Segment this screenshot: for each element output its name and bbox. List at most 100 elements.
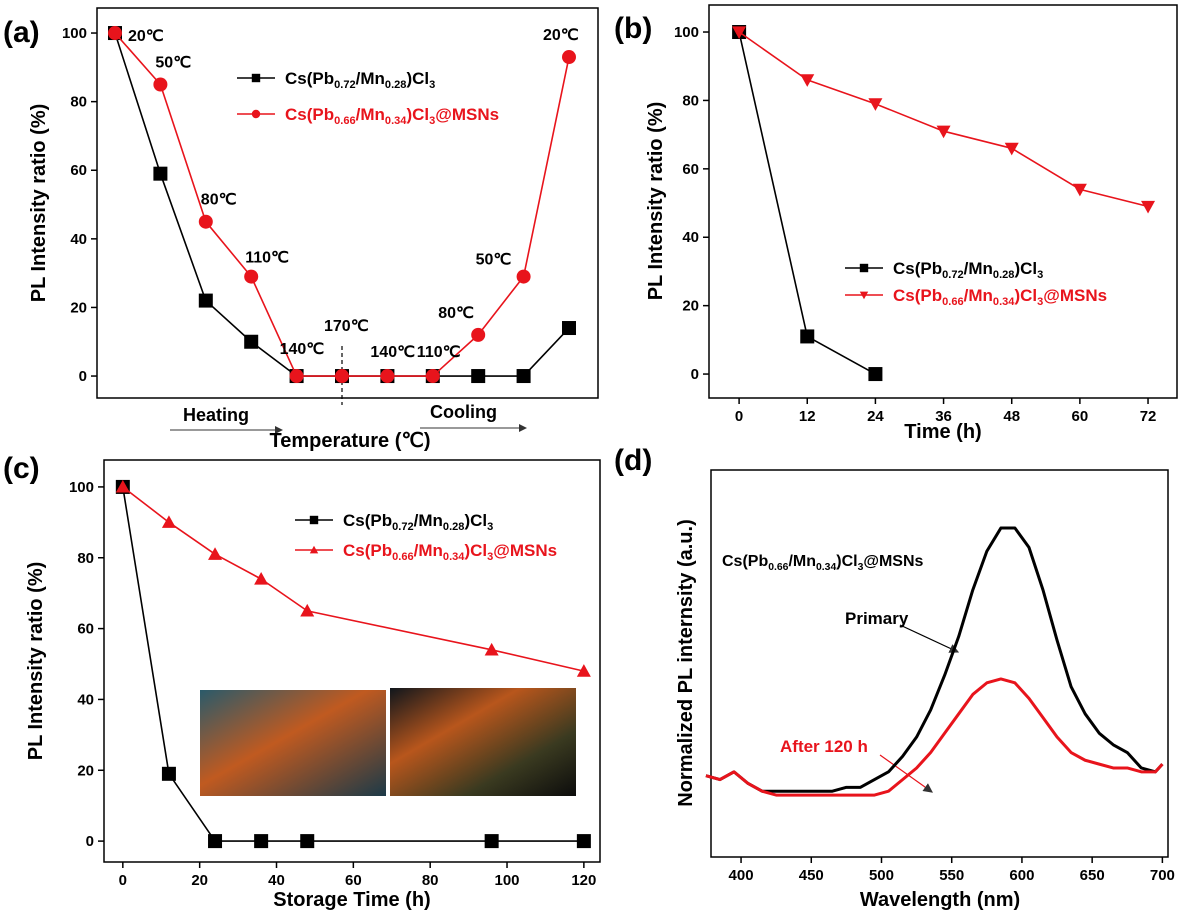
- legend-label: Cs(Pb0.66/Mn0.34)Cl3@MSNs: [285, 105, 499, 127]
- x-tick-label: 80: [422, 872, 439, 889]
- curve-label: Primary: [845, 609, 909, 628]
- temperature-label: 140℃: [280, 341, 325, 358]
- y-axis-label: PL Intensity ratio (%): [25, 562, 47, 761]
- inset-photo: [200, 690, 386, 796]
- y-tick-label: 20: [77, 762, 94, 779]
- figure: (a) PL Intensity ratio (%) Temperature (℃)…: [0, 0, 1186, 916]
- temperature-label: 110℃: [417, 344, 461, 361]
- marker: [1005, 143, 1019, 156]
- y-tick-label: 100: [62, 25, 87, 42]
- x-tick-label: 650: [1080, 867, 1105, 884]
- marker: [310, 516, 318, 524]
- legend-label: Cs(Pb0.66/Mn0.34)Cl3@MSNs: [343, 541, 557, 563]
- legend-label: Cs(Pb0.72/Mn0.28)Cl3: [285, 69, 435, 91]
- marker: [300, 834, 314, 848]
- y-axis-label: PL Intensity ratio (%): [28, 104, 50, 303]
- panel-label: (a): [3, 16, 40, 49]
- phase-label: Cooling: [430, 402, 497, 422]
- series-line: [706, 679, 1162, 795]
- x-axis-label: Storage Time (h): [273, 889, 430, 911]
- marker: [153, 77, 167, 91]
- temperature-label: 20℃: [543, 27, 579, 44]
- y-tick-label: 60: [682, 161, 699, 178]
- legend-label: Cs(Pb0.66/Mn0.34)Cl3@MSNs: [893, 286, 1107, 308]
- marker: [517, 369, 531, 383]
- x-tick-label: 72: [1140, 408, 1157, 425]
- inset-photo: [390, 688, 576, 796]
- x-tick-label: 40: [268, 872, 285, 889]
- panel-label: (d): [614, 444, 652, 477]
- y-axis-label: Normalized PL internsity (a.u.): [675, 519, 697, 806]
- x-tick-label: 550: [939, 867, 964, 884]
- y-tick-label: 0: [691, 366, 699, 383]
- marker: [199, 215, 213, 229]
- x-tick-label: 36: [935, 408, 952, 425]
- curve-label: After 120 h: [780, 737, 868, 756]
- y-tick-label: 60: [70, 162, 87, 179]
- temperature-label: 50℃: [476, 252, 512, 269]
- x-tick-label: 60: [1072, 408, 1089, 425]
- y-tick-label: 0: [79, 368, 87, 385]
- x-tick-label: 20: [191, 872, 208, 889]
- marker: [254, 572, 268, 585]
- marker: [252, 74, 260, 82]
- marker: [244, 335, 258, 349]
- x-axis-label: Temperature (℃): [269, 430, 430, 452]
- marker: [162, 767, 176, 781]
- legend-label: Cs(Pb0.72/Mn0.28)Cl3: [893, 259, 1043, 281]
- y-tick-label: 80: [77, 550, 94, 567]
- x-tick-label: 400: [729, 867, 754, 884]
- phase-label: Heating: [183, 405, 249, 425]
- marker: [244, 270, 258, 284]
- x-tick-label: 12: [799, 408, 816, 425]
- y-tick-label: 100: [69, 479, 94, 496]
- plot-frame: [709, 5, 1177, 398]
- y-tick-label: 20: [70, 299, 87, 316]
- panel-label: (b): [614, 12, 652, 45]
- marker: [868, 367, 882, 381]
- marker: [426, 369, 440, 383]
- marker: [471, 328, 485, 342]
- x-tick-label: 450: [799, 867, 824, 884]
- x-tick-label: 500: [869, 867, 894, 884]
- marker: [208, 547, 222, 560]
- marker: [1141, 201, 1155, 214]
- legend-label: Cs(Pb0.72/Mn0.28)Cl3: [343, 511, 493, 533]
- x-tick-label: 700: [1150, 867, 1175, 884]
- panel-label: (c): [3, 452, 40, 485]
- x-tick-label: 0: [119, 872, 127, 889]
- temperature-label: 20℃: [128, 28, 164, 45]
- marker: [868, 98, 882, 111]
- y-tick-label: 80: [682, 92, 699, 109]
- temperature-label: 80℃: [201, 192, 237, 209]
- y-axis-label: PL Intensity ratio (%): [645, 102, 667, 301]
- x-tick-label: 600: [1009, 867, 1034, 884]
- arrow: [900, 625, 958, 652]
- marker: [800, 74, 814, 87]
- marker: [471, 369, 485, 383]
- x-axis-label: Wavelength (nm): [860, 889, 1020, 911]
- marker: [162, 515, 176, 528]
- x-tick-label: 120: [571, 872, 596, 889]
- marker: [562, 50, 576, 64]
- y-tick-label: 40: [77, 691, 94, 708]
- temperature-label: 140℃: [370, 344, 415, 361]
- x-tick-label: 24: [867, 408, 884, 425]
- y-tick-label: 0: [86, 833, 94, 850]
- marker: [300, 604, 314, 617]
- marker: [254, 834, 268, 848]
- marker: [380, 369, 394, 383]
- marker: [577, 834, 591, 848]
- temperature-label: 80℃: [438, 305, 474, 322]
- x-tick-label: 48: [1003, 408, 1020, 425]
- x-tick-label: 100: [495, 872, 520, 889]
- plot-frame: [711, 470, 1168, 857]
- marker: [290, 369, 304, 383]
- y-tick-label: 60: [77, 621, 94, 638]
- marker: [208, 834, 222, 848]
- marker: [800, 329, 814, 343]
- y-tick-label: 40: [682, 229, 699, 246]
- x-tick-label: 60: [345, 872, 362, 889]
- marker: [485, 834, 499, 848]
- marker: [517, 270, 531, 284]
